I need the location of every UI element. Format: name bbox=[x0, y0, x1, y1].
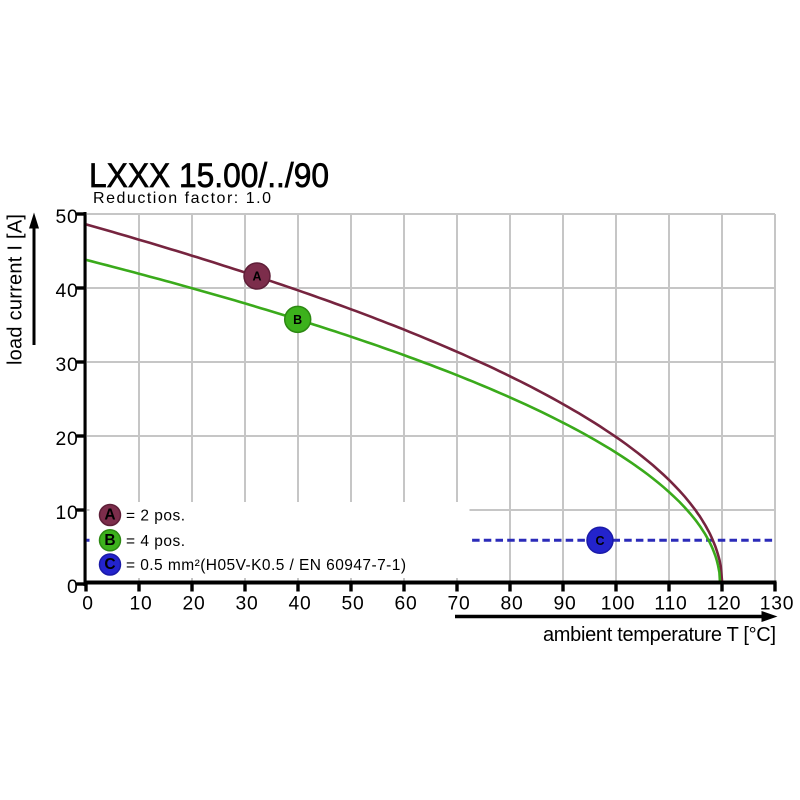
svg-text:60: 60 bbox=[394, 594, 417, 615]
svg-text:20: 20 bbox=[55, 429, 78, 450]
svg-text:30: 30 bbox=[55, 355, 78, 376]
svg-text:B: B bbox=[293, 313, 302, 327]
svg-text:A: A bbox=[104, 507, 115, 524]
svg-text:110: 110 bbox=[654, 594, 687, 615]
svg-text:A: A bbox=[252, 270, 261, 284]
svg-text:50: 50 bbox=[55, 207, 78, 228]
svg-text:= 2 pos.: = 2 pos. bbox=[126, 508, 185, 525]
svg-text:90: 90 bbox=[553, 594, 576, 615]
svg-text:80: 80 bbox=[500, 594, 523, 615]
svg-text:120: 120 bbox=[707, 594, 742, 615]
svg-text:40: 40 bbox=[288, 594, 311, 615]
svg-text:B: B bbox=[104, 532, 115, 549]
svg-text:Reduction factor: 1.0: Reduction factor: 1.0 bbox=[93, 190, 271, 207]
svg-text:10: 10 bbox=[129, 594, 152, 615]
svg-text:0: 0 bbox=[82, 594, 94, 615]
svg-text:C: C bbox=[595, 534, 604, 548]
svg-text:ambient temperature T [°C]: ambient temperature T [°C] bbox=[543, 624, 776, 646]
svg-text:50: 50 bbox=[341, 594, 364, 615]
svg-text:130: 130 bbox=[760, 594, 795, 615]
svg-text:30: 30 bbox=[235, 594, 258, 615]
svg-text:10: 10 bbox=[55, 503, 78, 524]
svg-text:70: 70 bbox=[447, 594, 470, 615]
svg-text:load current I [A]: load current I [A] bbox=[5, 214, 27, 365]
svg-text:0: 0 bbox=[67, 577, 79, 598]
svg-text:= 0.5 mm²(H05V-K0.5 / EN 60947: = 0.5 mm²(H05V-K0.5 / EN 60947-7-1) bbox=[126, 557, 406, 574]
svg-text:20: 20 bbox=[182, 594, 205, 615]
svg-text:= 4 pos.: = 4 pos. bbox=[126, 533, 185, 550]
svg-text:100: 100 bbox=[601, 594, 636, 615]
svg-text:LXXX 15.00/../90: LXXX 15.00/../90 bbox=[89, 157, 329, 195]
svg-text:40: 40 bbox=[55, 281, 78, 302]
svg-text:C: C bbox=[104, 556, 115, 573]
